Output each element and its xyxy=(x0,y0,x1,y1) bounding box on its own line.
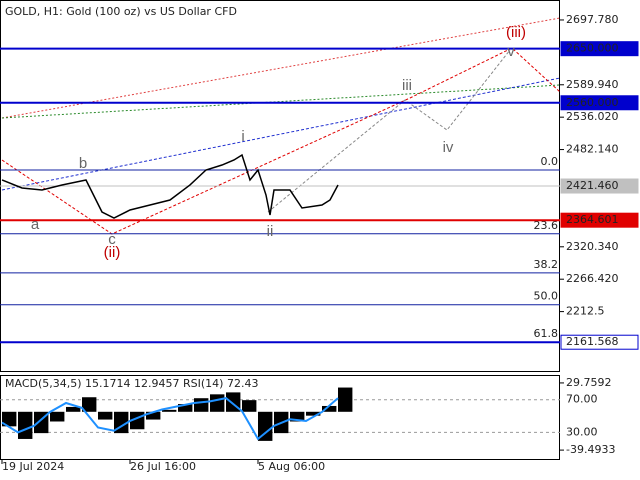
price-line xyxy=(1,153,339,219)
wave-label: (ii) xyxy=(104,244,121,261)
macd-bar xyxy=(66,406,81,412)
wave-label: iv xyxy=(443,139,454,156)
wave-path xyxy=(267,49,511,213)
price-level-label: 2421.460 xyxy=(566,179,619,192)
rsi-line xyxy=(1,397,339,441)
fib-label: 38.2 xyxy=(534,258,559,271)
price-level-box xyxy=(560,212,639,228)
price-level-label: 2364.601 xyxy=(566,213,619,226)
macd-bar xyxy=(2,411,17,427)
y-tick-label: 2482.140 xyxy=(566,143,619,156)
sub-panel-frame xyxy=(0,375,560,460)
macd-bar xyxy=(162,409,177,412)
y-tick-label: 2266.420 xyxy=(566,272,619,285)
y-tick-label: 29.7592 xyxy=(566,376,612,389)
price-level-box xyxy=(560,334,639,350)
wave-label: a xyxy=(31,216,40,233)
macd-bar xyxy=(242,400,257,412)
y2-tick-label: 70.00 xyxy=(566,393,598,406)
macd-bar xyxy=(82,397,97,412)
macd-bar xyxy=(306,411,321,416)
price-level-box xyxy=(560,95,639,111)
y-tick-label: 2589.940 xyxy=(566,78,619,91)
wave-path xyxy=(1,47,561,235)
chart-title: GOLD, H1: Gold (100 oz) vs US Dollar CFD xyxy=(5,5,237,18)
fib-label: 50.0 xyxy=(534,290,559,303)
macd-bar xyxy=(194,398,209,412)
macd-bar xyxy=(338,387,353,412)
wave-label: (iii) xyxy=(506,24,526,41)
price-level-label: 2161.568 xyxy=(566,335,619,348)
y-tick-label: -39.4933 xyxy=(566,443,615,456)
macd-bar xyxy=(146,411,161,420)
macd-bar xyxy=(178,404,193,412)
macd-bar xyxy=(18,411,33,439)
x-tick-label: 5 Aug 06:00 xyxy=(258,460,325,473)
macd-bar xyxy=(258,411,273,441)
fib-label: 61.8 xyxy=(534,327,559,340)
trend-line xyxy=(1,17,561,119)
price-level-box xyxy=(560,41,639,57)
y-tick-label: 2536.020 xyxy=(566,110,619,123)
x-tick-label: 19 Jul 2024 xyxy=(2,460,64,473)
macd-bar xyxy=(50,411,65,422)
wave-label: b xyxy=(79,155,87,172)
y2-tick-label: 30.00 xyxy=(566,425,598,438)
price-level-box xyxy=(560,178,639,194)
wave-label: v xyxy=(507,43,515,60)
trend-line xyxy=(1,84,561,119)
fib-label: 23.6 xyxy=(534,219,559,232)
macd-bar xyxy=(322,405,337,412)
trend-line xyxy=(1,77,561,191)
fib-label: 0.0 xyxy=(541,155,559,168)
wave-label: i xyxy=(241,128,244,145)
wave-label: c xyxy=(108,231,116,248)
macd-bar xyxy=(98,411,113,420)
trend-lines xyxy=(1,17,561,235)
wave-label: iii xyxy=(402,77,412,94)
wave-label: ii xyxy=(267,223,274,240)
y-tick-label: 2320.340 xyxy=(566,240,619,253)
x-tick-label: 26 Jul 16:00 xyxy=(130,460,196,473)
y-tick-label: 2212.5 xyxy=(566,305,605,318)
price-level-label: 2560.000 xyxy=(566,96,619,109)
indicator-title: MACD(5,34,5) 15.1714 12.9457 RSI(14) 72.… xyxy=(5,377,258,390)
price-level-label: 2650.000 xyxy=(566,42,619,55)
macd-bar xyxy=(210,394,225,412)
y-tick-label: 2697.780 xyxy=(566,13,619,26)
macd-bar xyxy=(290,411,305,422)
